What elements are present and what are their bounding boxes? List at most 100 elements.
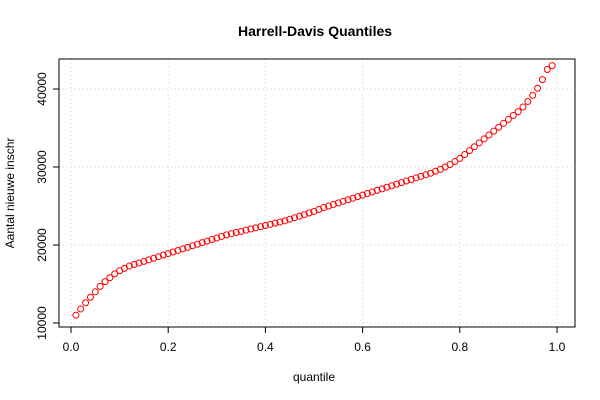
data-point bbox=[320, 204, 328, 212]
data-point bbox=[203, 237, 211, 245]
data-point bbox=[329, 200, 337, 208]
data-point bbox=[101, 278, 109, 286]
data-point bbox=[451, 158, 459, 166]
data-point bbox=[242, 226, 250, 234]
data-point bbox=[179, 245, 187, 253]
data-point bbox=[174, 246, 182, 254]
chart-title: Harrell-Davis Quantiles bbox=[238, 23, 392, 39]
data-point bbox=[96, 282, 104, 290]
data-point bbox=[407, 175, 415, 183]
data-point bbox=[82, 299, 90, 307]
data-point bbox=[184, 243, 192, 251]
data-point bbox=[300, 211, 308, 219]
data-point bbox=[286, 215, 294, 223]
data-point bbox=[538, 76, 546, 84]
data-point bbox=[325, 202, 333, 210]
y-tick-label: 40000 bbox=[35, 72, 49, 106]
data-point bbox=[72, 311, 80, 319]
data-point bbox=[106, 274, 114, 282]
data-point bbox=[354, 193, 362, 201]
data-point bbox=[218, 232, 226, 240]
data-point bbox=[461, 151, 469, 159]
data-point bbox=[529, 91, 537, 99]
data-point bbox=[145, 256, 153, 264]
data-point bbox=[466, 147, 474, 155]
data-point bbox=[135, 259, 143, 267]
data-point bbox=[227, 230, 235, 238]
data-point bbox=[130, 261, 138, 268]
data-point bbox=[91, 288, 99, 296]
data-point bbox=[509, 112, 517, 120]
data-point bbox=[140, 257, 148, 265]
data-point bbox=[150, 254, 158, 262]
y-tick-label: 30000 bbox=[35, 150, 49, 184]
y-tick-label: 10000 bbox=[35, 306, 49, 340]
data-point bbox=[373, 186, 381, 194]
data-point bbox=[519, 103, 527, 111]
data-point bbox=[271, 219, 279, 227]
data-point bbox=[252, 224, 260, 232]
data-point bbox=[266, 220, 274, 228]
data-point bbox=[383, 183, 391, 191]
data-point bbox=[490, 127, 498, 135]
data-point bbox=[470, 143, 478, 151]
data-point bbox=[446, 161, 454, 169]
data-point bbox=[378, 185, 386, 193]
data-point bbox=[169, 248, 177, 256]
data-point bbox=[77, 305, 85, 313]
data-point bbox=[305, 209, 313, 217]
x-tick-label: 0.4 bbox=[257, 340, 274, 354]
data-point bbox=[125, 262, 133, 270]
data-point bbox=[475, 139, 483, 147]
data-point bbox=[193, 240, 201, 248]
data-point bbox=[485, 131, 493, 139]
data-point bbox=[276, 218, 284, 226]
data-point bbox=[339, 197, 347, 205]
data-point bbox=[295, 212, 303, 220]
x-tick-label: 0.2 bbox=[160, 340, 177, 354]
data-point bbox=[281, 217, 289, 225]
grid-lines bbox=[59, 59, 575, 327]
data-point bbox=[237, 227, 245, 235]
data-point bbox=[159, 251, 167, 259]
data-points bbox=[72, 62, 556, 319]
data-point bbox=[543, 66, 551, 73]
data-point bbox=[393, 180, 401, 188]
data-point bbox=[548, 62, 556, 70]
plot-frame bbox=[58, 58, 576, 328]
data-point bbox=[223, 231, 231, 239]
y-tick-label: 20000 bbox=[35, 228, 49, 262]
x-tick-label: 0.0 bbox=[63, 340, 80, 354]
data-point bbox=[363, 190, 371, 198]
data-point bbox=[524, 97, 532, 105]
data-point bbox=[402, 177, 410, 185]
data-point bbox=[261, 222, 269, 229]
data-point bbox=[344, 196, 352, 204]
data-point bbox=[417, 172, 425, 180]
data-point bbox=[154, 253, 162, 261]
data-point bbox=[422, 171, 430, 179]
data-point bbox=[534, 84, 542, 92]
x-tick-label: 0.8 bbox=[451, 340, 468, 354]
data-point bbox=[86, 293, 94, 301]
data-point bbox=[504, 115, 512, 123]
data-point bbox=[359, 191, 367, 199]
data-point bbox=[514, 108, 522, 116]
data-point bbox=[208, 236, 216, 244]
data-point bbox=[164, 250, 172, 258]
x-tick-label: 0.6 bbox=[354, 340, 371, 354]
data-point bbox=[500, 119, 508, 127]
data-point bbox=[291, 214, 299, 222]
data-point bbox=[247, 225, 255, 233]
data-point bbox=[480, 135, 488, 143]
data-point bbox=[257, 223, 265, 231]
x-axis-label: quantile bbox=[293, 370, 335, 384]
data-point bbox=[388, 182, 396, 190]
data-point bbox=[111, 270, 119, 278]
data-point bbox=[189, 242, 196, 250]
data-point bbox=[412, 174, 420, 182]
data-point bbox=[349, 194, 357, 202]
data-point bbox=[495, 123, 503, 131]
data-point bbox=[397, 179, 405, 187]
